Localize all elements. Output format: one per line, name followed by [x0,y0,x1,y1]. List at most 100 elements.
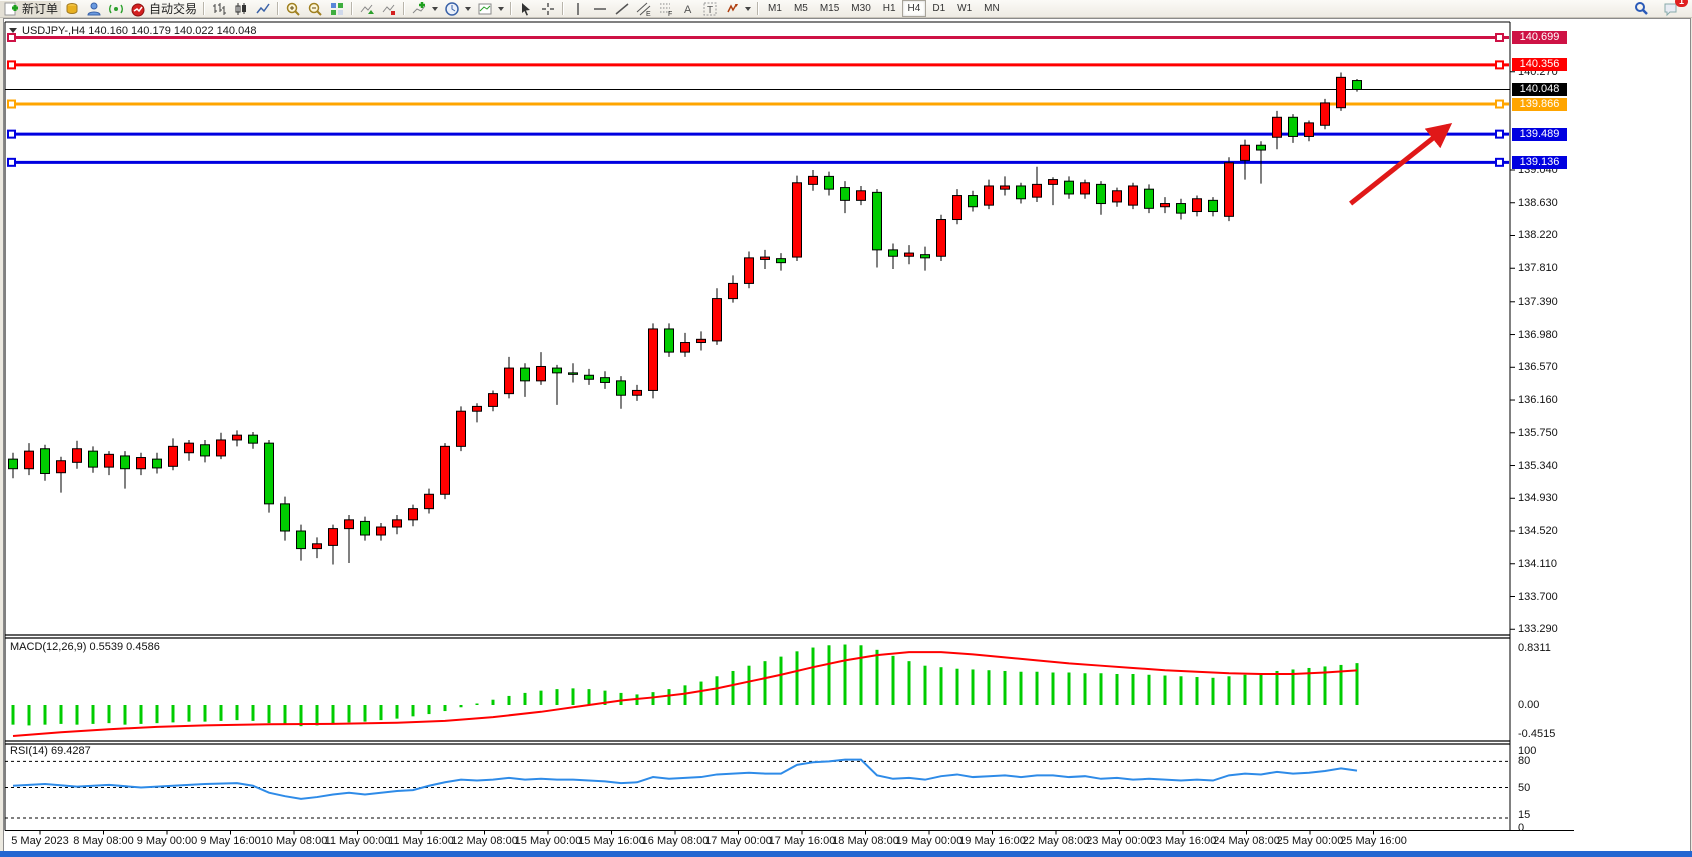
time-axis-label: 18 May 08:00 [832,835,899,847]
hline-price-badge: 139.489 [1512,127,1567,141]
templates-dropdown-caret[interactable] [498,6,505,11]
autotrading-label: 自动交易 [149,2,198,16]
trendline-icon [614,1,630,17]
indicators-dropdown-caret[interactable] [432,6,439,11]
toolbar-separator [351,2,354,15]
price-axis-tick: 136.160 [1518,394,1558,407]
notifications-button[interactable]: 1 [1660,0,1688,17]
vertical-line-icon [570,1,586,17]
horizontal-line-button[interactable] [589,1,611,17]
timeframe-d1-button[interactable]: D1 [932,3,946,14]
profiles-icon [86,1,102,17]
time-axis-label: 25 May 16:00 [1340,835,1407,847]
rsi-indicator-label: RSI(14) 69.4287 [10,745,91,757]
price-axis-tick: 136.570 [1518,361,1558,374]
search-button[interactable] [1630,1,1652,17]
styler-icon [64,1,80,17]
time-axis-label: 12 May 08:00 [451,835,518,847]
price-axis-tick: 137.390 [1518,295,1558,308]
signals-button[interactable] [105,1,127,17]
main-toolbar: 新订单 自动交易 E F A T M1 M5 M15 M30 H1 H4 D1 W1 MN 1 [0,0,1692,18]
time-axis-label: 25 May 00:00 [1276,835,1344,847]
text-label-button[interactable]: T [699,1,721,17]
zoom-in-icon [285,1,301,17]
price-axis-tick: 138.220 [1518,229,1558,242]
macd-axis-label: 0.00 [1518,699,1540,711]
zoom-in-button[interactable] [282,1,304,17]
arrow-objects-dropdown-caret[interactable] [745,6,752,11]
autotrading-button[interactable]: 自动交易 [127,1,200,17]
time-axis-label: 17 May 00:00 [705,835,772,847]
fibonacci-retracement-icon: F [658,1,674,17]
periods-dropdown-caret[interactable] [465,6,472,11]
timeframe-m30-button[interactable]: M30 [851,3,871,14]
macd-axis-label: 0.8311 [1518,642,1551,654]
time-axis-label: 8 May 08:00 [73,835,134,847]
tile-windows-button[interactable] [326,1,348,17]
time-axis-label: 9 May 16:00 [200,835,261,847]
timeframe-m5-button[interactable]: M5 [793,3,808,14]
time-axis-label: 24 May 08:00 [1213,835,1280,847]
search-icon [1633,1,1649,17]
fibonacci-retracement-button[interactable]: F [655,1,677,17]
profiles-button[interactable] [83,1,105,17]
timeframe-m1-button[interactable]: M1 [768,3,782,14]
zoom-out-button[interactable] [304,1,326,17]
timeframe-w1-button[interactable]: W1 [957,3,973,14]
macd-axis-label: -0.4515 [1518,728,1556,740]
text-button[interactable]: A [677,1,699,17]
hline-price-badge: 140.699 [1512,30,1567,44]
time-axis-label: 11 May 00:00 [324,835,391,847]
new-order-label: 新订单 [22,2,59,16]
timeframe-mn-button[interactable]: MN [984,3,1000,14]
toolbar-separator [562,2,565,15]
templates-button[interactable] [474,1,507,17]
notification-count-badge: 1 [1674,0,1688,7]
trendline-button[interactable] [611,1,633,17]
bar-chart-button[interactable] [208,1,230,17]
chart-title: USDJPY-,H4 140.160 140.179 140.022 140.0… [22,25,257,37]
vertical-line-button[interactable] [567,1,589,17]
candlestick-chart-button[interactable] [230,1,252,17]
window-bottom-border [0,851,1692,857]
time-axis-label: 23 May 00:00 [1086,835,1153,847]
chart-expander-icon[interactable] [9,28,17,33]
line-chart-button[interactable] [252,1,274,17]
text-label-icon: T [702,1,718,17]
price-axis-tick: 135.340 [1518,459,1558,472]
chart-shift-button[interactable] [378,1,400,17]
toolbar-separator [203,2,206,15]
toolbar-separator [757,2,760,15]
auto-scroll-button[interactable] [356,1,378,17]
time-axis-label: 23 May 16:00 [1149,835,1217,847]
svg-text:E: E [646,11,651,17]
styler-button[interactable] [61,1,83,17]
macd-indicator-label: MACD(12,26,9) 0.5539 0.4586 [10,641,160,653]
equidistant-channel-button[interactable]: E [633,1,655,17]
bar-chart-icon [211,1,227,17]
price-axis-tick: 134.520 [1518,525,1558,537]
crosshair-button[interactable] [537,1,559,17]
timeframe-h4-button[interactable]: H4 [901,0,927,17]
price-axis-tick: 137.810 [1518,262,1558,275]
templates-icon [477,1,493,17]
hline-price-badge: 139.136 [1512,155,1567,169]
new-order-button[interactable]: 新订单 [0,0,62,17]
price-axis-tick: 133.700 [1518,590,1558,603]
hline-price-badge: 139.866 [1512,97,1567,111]
cursor-icon [518,1,534,17]
timeframe-m15-button[interactable]: M15 [819,3,840,14]
time-axis-label: 9 May 00:00 [136,835,198,847]
periods-button[interactable] [441,1,474,17]
time-axis-label: 11 May 16:00 [388,835,454,847]
cursor-button[interactable] [515,1,537,17]
timeframe-h1-button[interactable]: H1 [882,3,896,14]
toolbar-separator [277,2,280,15]
candlestick-chart-icon [233,1,249,17]
rsi-axis-label: 50 [1518,781,1531,794]
indicators-button[interactable] [408,1,441,17]
price-axis-tick: 134.930 [1518,492,1558,505]
arrow-objects-button[interactable] [721,1,754,17]
price-axis-tick: 135.750 [1518,426,1558,439]
